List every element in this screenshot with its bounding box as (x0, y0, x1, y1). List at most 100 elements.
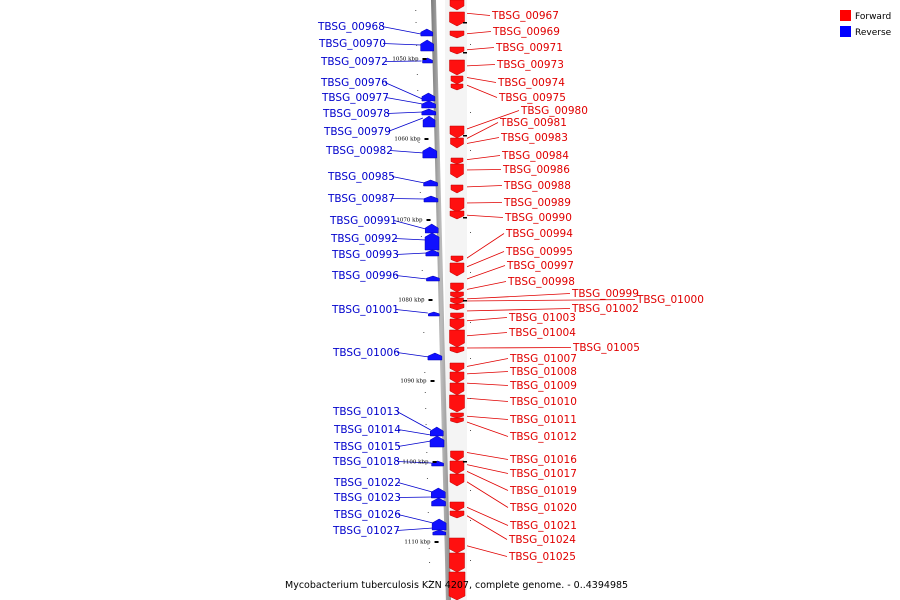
forward-gene-glyph[interactable] (449, 30, 465, 39)
forward-gene-label[interactable]: TBSG_01010 (509, 396, 577, 408)
reverse-gene-label[interactable]: TBSG_00976 (320, 77, 388, 89)
reverse-gene-label[interactable]: TBSG_00985 (327, 171, 395, 183)
reverse-gene-glyph[interactable] (423, 179, 438, 187)
forward-gene-glyph[interactable] (450, 163, 464, 179)
reverse-gene-label[interactable]: TBSG_01013 (332, 406, 400, 418)
reverse-gene-label[interactable]: TBSG_00972 (320, 56, 388, 68)
reverse-gene-label[interactable]: TBSG_00992 (330, 233, 398, 245)
reverse-gene-label[interactable]: TBSG_00970 (318, 38, 386, 50)
reverse-gene-glyph[interactable] (429, 435, 445, 448)
forward-gene-glyph[interactable] (449, 11, 465, 27)
forward-gene-label[interactable]: TBSG_00999 (571, 288, 639, 300)
reverse-gene-glyph[interactable] (421, 100, 436, 109)
forward-gene-glyph[interactable] (450, 83, 464, 91)
reverse-gene-glyph[interactable] (420, 28, 434, 37)
forward-gene-label[interactable]: TBSG_00998 (507, 276, 575, 288)
reverse-gene-label[interactable]: TBSG_00977 (321, 92, 389, 104)
reverse-gene-label[interactable]: TBSG_00987 (327, 193, 395, 205)
reverse-gene-label[interactable]: TBSG_01027 (332, 525, 400, 537)
reverse-gene-glyph[interactable] (427, 352, 443, 361)
reverse-gene-glyph[interactable] (422, 146, 438, 159)
reverse-gene-label[interactable]: TBSG_01006 (332, 347, 400, 359)
forward-gene-glyph[interactable] (450, 412, 464, 419)
reverse-gene-label[interactable]: TBSG_00982 (325, 145, 393, 157)
forward-gene-glyph[interactable] (449, 0, 465, 11)
forward-gene-label[interactable]: TBSG_00995 (505, 246, 573, 258)
forward-gene-label[interactable]: TBSG_01016 (509, 454, 577, 466)
forward-gene-label[interactable]: TBSG_01024 (508, 534, 576, 546)
forward-gene-label[interactable]: TBSG_01019 (509, 485, 577, 497)
forward-gene-glyph[interactable] (450, 75, 464, 85)
reverse-gene-label[interactable]: TBSG_00991 (329, 215, 397, 227)
forward-gene-glyph[interactable] (449, 329, 465, 348)
forward-gene-glyph[interactable] (449, 537, 465, 554)
reverse-gene-glyph[interactable] (425, 249, 440, 257)
forward-gene-label[interactable]: TBSG_01000 (636, 294, 704, 306)
forward-gene-glyph[interactable] (449, 125, 465, 139)
forward-gene-label[interactable]: TBSG_00980 (520, 105, 588, 117)
reverse-gene-label[interactable]: TBSG_01022 (333, 477, 401, 489)
forward-gene-label[interactable]: TBSG_00981 (499, 117, 567, 129)
forward-gene-glyph[interactable] (449, 501, 465, 512)
forward-gene-glyph[interactable] (449, 552, 465, 573)
forward-gene-label[interactable]: TBSG_01017 (509, 468, 577, 480)
reverse-gene-label[interactable]: TBSG_00993 (331, 249, 399, 261)
forward-gene-label[interactable]: TBSG_01020 (509, 502, 577, 514)
forward-gene-glyph[interactable] (448, 571, 466, 600)
reverse-gene-label[interactable]: TBSG_01018 (332, 456, 400, 468)
forward-gene-label[interactable]: TBSG_00974 (497, 77, 565, 89)
forward-gene-glyph[interactable] (449, 362, 465, 373)
forward-gene-label[interactable]: TBSG_00967 (491, 10, 559, 22)
forward-gene-glyph[interactable] (449, 460, 465, 475)
forward-gene-glyph[interactable] (449, 262, 465, 277)
forward-gene-glyph[interactable] (449, 318, 465, 331)
forward-gene-label[interactable]: TBSG_01003 (508, 312, 576, 324)
forward-gene-label[interactable]: TBSG_01002 (571, 303, 639, 315)
reverse-gene-glyph[interactable] (426, 275, 440, 282)
forward-gene-label[interactable]: TBSG_00984 (501, 150, 569, 162)
forward-gene-glyph[interactable] (449, 510, 465, 519)
forward-gene-glyph[interactable] (450, 450, 464, 462)
forward-gene-label[interactable]: TBSG_00997 (506, 260, 574, 272)
forward-gene-glyph[interactable] (449, 197, 465, 213)
forward-gene-glyph[interactable] (450, 137, 464, 149)
reverse-gene-glyph[interactable] (430, 426, 444, 437)
forward-gene-glyph[interactable] (450, 312, 464, 320)
reverse-gene-glyph[interactable] (423, 195, 439, 203)
reverse-gene-label[interactable]: TBSG_00996 (331, 270, 399, 282)
reverse-gene-glyph[interactable] (421, 92, 436, 102)
reverse-gene-label[interactable]: TBSG_01023 (333, 492, 401, 504)
reverse-gene-glyph[interactable] (422, 115, 436, 128)
reverse-gene-glyph[interactable] (424, 223, 439, 234)
reverse-gene-label[interactable]: TBSG_01014 (333, 424, 401, 436)
forward-gene-glyph[interactable] (449, 371, 465, 384)
forward-gene-label[interactable]: TBSG_00988 (503, 180, 571, 192)
forward-gene-glyph[interactable] (450, 184, 464, 194)
forward-gene-glyph[interactable] (449, 46, 465, 55)
forward-gene-glyph[interactable] (450, 291, 464, 299)
forward-gene-label[interactable]: TBSG_01009 (509, 380, 577, 392)
reverse-gene-label[interactable]: TBSG_00968 (317, 21, 385, 33)
reverse-gene-glyph[interactable] (428, 311, 440, 317)
forward-gene-glyph[interactable] (449, 394, 465, 413)
reverse-gene-glyph[interactable] (421, 108, 437, 116)
forward-gene-label[interactable]: TBSG_01008 (509, 366, 577, 378)
reverse-gene-label[interactable]: TBSG_00978 (322, 108, 390, 120)
forward-gene-glyph[interactable] (450, 157, 464, 165)
forward-gene-label[interactable]: TBSG_00989 (503, 197, 571, 209)
forward-gene-label[interactable]: TBSG_00986 (502, 164, 570, 176)
forward-gene-label[interactable]: TBSG_01007 (509, 353, 577, 365)
reverse-gene-glyph[interactable] (432, 529, 447, 536)
forward-gene-glyph[interactable] (449, 473, 465, 487)
forward-gene-label[interactable]: TBSG_00975 (498, 92, 566, 104)
forward-gene-glyph[interactable] (450, 297, 464, 305)
forward-gene-label[interactable]: TBSG_00971 (495, 42, 563, 54)
reverse-gene-glyph[interactable] (431, 487, 446, 499)
forward-gene-label[interactable]: TBSG_00973 (496, 59, 564, 71)
forward-gene-label[interactable]: TBSG_00983 (500, 132, 568, 144)
forward-gene-label[interactable]: TBSG_00969 (492, 26, 560, 38)
forward-gene-glyph[interactable] (449, 59, 465, 76)
reverse-gene-glyph[interactable] (431, 497, 446, 507)
forward-gene-label[interactable]: TBSG_01005 (572, 342, 640, 354)
forward-gene-label[interactable]: TBSG_01021 (509, 520, 577, 532)
